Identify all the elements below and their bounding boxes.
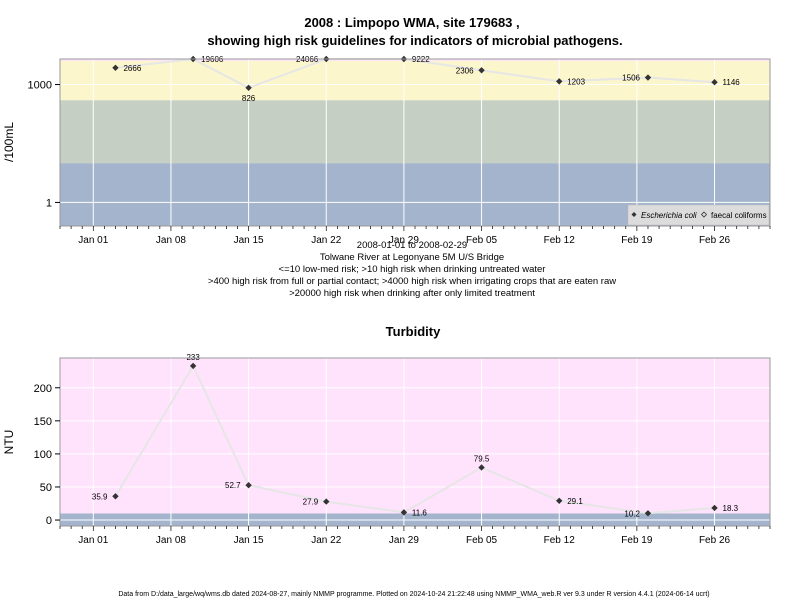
footnote-risk-3: >20000 high risk when drinking after onl… xyxy=(289,288,535,299)
x-tick-label: Feb 12 xyxy=(544,535,576,546)
data-label: 1146 xyxy=(723,78,741,87)
data-point-marker xyxy=(323,498,330,505)
data-label: 52.7 xyxy=(225,481,241,490)
x-tick-label: Jan 22 xyxy=(311,535,341,546)
data-point-marker xyxy=(112,493,119,500)
top-risk-bands xyxy=(60,59,770,226)
data-label: 10.2 xyxy=(624,509,640,518)
risk-band xyxy=(60,358,770,514)
x-tick-label: Feb 05 xyxy=(466,235,498,246)
risk-band xyxy=(60,100,770,164)
footer-note: Data from D:/data_large/wq/wms.db dated … xyxy=(118,591,709,598)
bottom-chart-title: Turbidity xyxy=(386,324,441,339)
data-point-marker xyxy=(556,497,563,504)
bottom-risk-bands xyxy=(60,358,770,526)
data-point-marker xyxy=(189,362,197,370)
x-tick-label: Jan 29 xyxy=(389,235,419,246)
data-point-marker xyxy=(478,464,485,471)
risk-band xyxy=(60,60,770,101)
y-tick-label: 100 xyxy=(34,449,52,461)
data-point-marker xyxy=(245,84,252,92)
x-tick-label: Jan 01 xyxy=(78,535,108,546)
x-tick-label: Feb 26 xyxy=(699,235,731,246)
x-tick-label: Feb 19 xyxy=(621,535,653,546)
top-y-axis-label: /100mL xyxy=(2,122,16,162)
legend-box xyxy=(627,204,770,226)
bottom-y-axis: 0 50 100 150 200 xyxy=(34,383,60,527)
top-legend: Escherichia coli faecal coliforms xyxy=(627,204,770,226)
top-chart-title-line2: showing high risk guidelines for indicat… xyxy=(207,33,622,48)
x-tick-label: Feb 26 xyxy=(699,535,731,546)
legend-entry-ecoli: Escherichia coli xyxy=(641,211,697,220)
x-tick-label: Jan 01 xyxy=(78,235,108,246)
bottom-y-axis-label: NTU xyxy=(2,430,16,455)
data-label: 29.1 xyxy=(567,497,583,506)
data-label: 27.9 xyxy=(303,498,319,507)
x-tick-label: Jan 22 xyxy=(311,235,341,246)
data-label: 1203 xyxy=(567,77,585,86)
bottom-series-group: 35.9 233 52.7 27.9 11.6 79.5 29.1 10.2 18.3 xyxy=(92,353,739,518)
data-label: 2306 xyxy=(456,66,474,75)
legend-filled-diamond-icon xyxy=(631,212,637,217)
footnote-risk-1: <=10 low-med risk; >10 high risk when dr… xyxy=(279,264,546,275)
bottom-chart-panel: 35.9 233 52.7 27.9 11.6 79.5 29.1 10.2 18.3 0 50 1… xyxy=(2,353,771,546)
y-tick-label: 200 xyxy=(34,383,52,395)
data-point-marker xyxy=(400,509,408,516)
data-point-marker xyxy=(711,79,718,86)
top-gridlines xyxy=(60,59,770,226)
x-tick-label: Jan 15 xyxy=(234,535,264,546)
y-tick-label: 1 xyxy=(46,197,52,209)
data-point-marker xyxy=(112,64,119,72)
data-label: 79.5 xyxy=(474,454,490,463)
data-point-marker xyxy=(245,481,252,489)
y-tick-label: 150 xyxy=(34,416,52,428)
x-tick-label: Feb 05 xyxy=(466,535,498,546)
bottom-gridlines xyxy=(60,358,770,526)
x-tick-label: Jan 15 xyxy=(234,235,264,246)
top-chart-title-line1: 2008 : Limpopo WMA, site 179683 , xyxy=(304,15,519,30)
footnote-risk-2: >400 high risk from full or partial cont… xyxy=(208,276,616,287)
y-tick-label: 0 xyxy=(46,515,52,527)
data-label: 826 xyxy=(242,94,256,103)
top-x-axis: Jan 01 Jan 08 Jan 15 Jan 22 Jan 29 Feb 05 Feb … xyxy=(59,226,771,246)
data-point-marker xyxy=(478,67,485,74)
data-label: 18.3 xyxy=(723,504,739,513)
x-tick-label: Jan 08 xyxy=(156,535,186,546)
data-label: 233 xyxy=(186,353,200,362)
x-tick-label: Feb 19 xyxy=(621,235,653,246)
x-tick-label: Jan 08 xyxy=(156,235,186,246)
data-point-marker xyxy=(556,78,563,85)
legend-open-diamond-icon xyxy=(700,211,708,218)
data-point-marker xyxy=(644,510,652,517)
legend-entry-faecal-coliforms: faecal coliforms xyxy=(711,211,767,220)
data-label: 1506 xyxy=(622,74,640,83)
y-tick-label: 50 xyxy=(40,482,52,494)
top-y-axis: 1 1000 xyxy=(28,80,60,209)
footnote-site: Tolwane River at Legonyane 5M U/S Bridge xyxy=(320,252,504,263)
footnote-date-range: 2008-01-01 to 2008-02-29 xyxy=(357,240,467,251)
y-tick-label: 1000 xyxy=(28,80,52,92)
bottom-x-axis: Jan 01 Jan 08 Jan 15 Jan 22 Jan 29 Feb 05 Feb … xyxy=(59,526,771,546)
data-label: 2666 xyxy=(123,64,141,73)
data-point-marker xyxy=(644,74,652,81)
x-tick-label: Jan 29 xyxy=(389,535,419,546)
data-label: 35.9 xyxy=(92,492,108,501)
x-tick-label: Feb 12 xyxy=(544,235,576,246)
data-point-marker xyxy=(711,504,718,512)
data-label: 11.6 xyxy=(412,508,428,517)
